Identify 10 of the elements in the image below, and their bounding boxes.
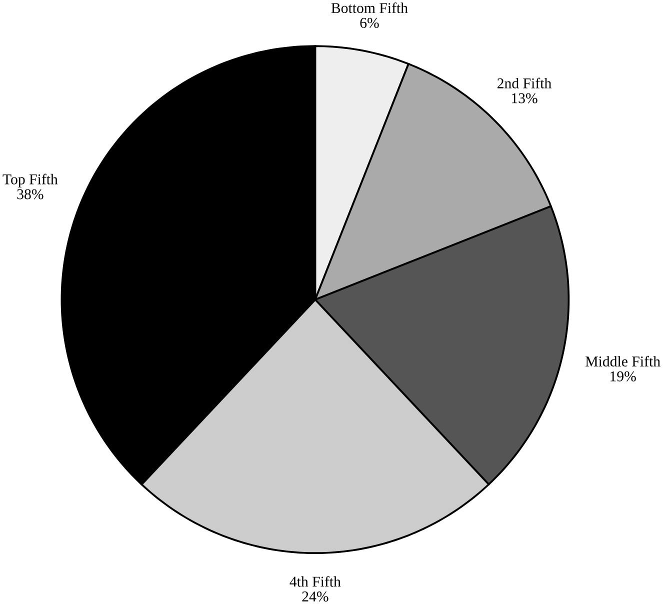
data-label: 19%	[610, 371, 636, 382]
data-label: 13%	[512, 93, 538, 104]
slice-label: Top Fifth	[2, 174, 58, 188]
slice-label: 2nd Fifth	[497, 78, 552, 88]
data-label: 24%	[302, 591, 328, 602]
data-label: 38%	[17, 189, 44, 200]
slice-label: Middle Fifth	[586, 356, 660, 366]
data-label: 6%	[360, 18, 379, 28]
slice-label: 4th Fifth	[290, 576, 341, 587]
slice-label: Bottom Fifth	[331, 2, 408, 14]
